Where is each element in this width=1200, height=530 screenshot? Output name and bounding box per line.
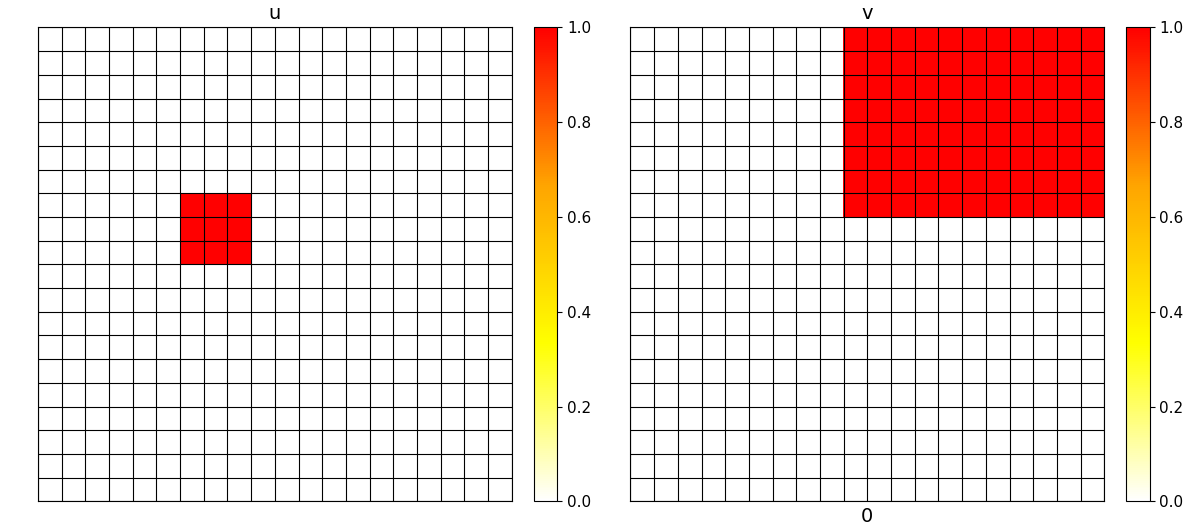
Title: v: v [862, 4, 874, 23]
X-axis label: 0: 0 [862, 507, 874, 526]
Title: u: u [269, 4, 281, 23]
